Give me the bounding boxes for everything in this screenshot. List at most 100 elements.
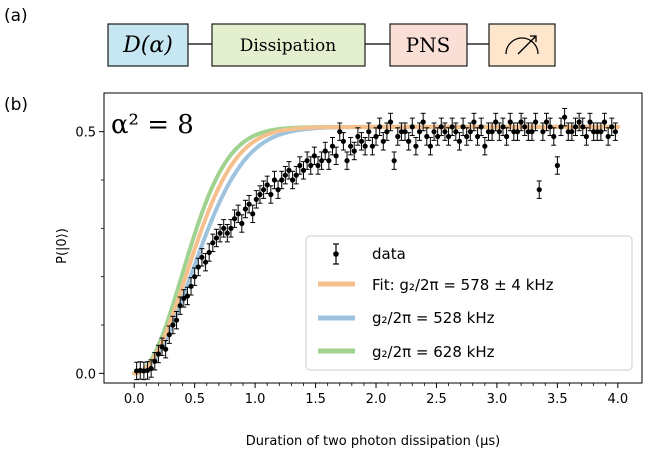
data-point [264,182,270,188]
data-point [188,283,194,289]
data-point [239,220,245,227]
data-point [257,191,263,198]
data-point [424,133,430,140]
pns-label: PNS [406,33,451,57]
data-point [503,133,510,140]
data-point [373,133,379,140]
data-point [511,129,517,135]
data-point [326,158,332,164]
legend-628-label: g₂/2π = 628 kHz [372,343,495,361]
x-tick-label: 0.0 [124,392,145,407]
data-point [384,129,390,135]
data-point [449,124,455,130]
data-point [598,129,604,135]
data-point [224,230,230,236]
measure-icon [505,35,539,55]
data-point [322,148,328,154]
measurement-box [488,23,556,67]
data-point [184,293,191,299]
x-tick-label: 4.0 [607,392,628,407]
x-tick-label: 3.5 [547,392,568,407]
data-point [210,240,216,246]
data-point [344,158,350,164]
x-tick-label: 1.0 [245,392,266,407]
pns-box [389,23,468,67]
data-point [351,148,357,154]
legend: data Fit: g₂/2π = 578 ± 4 kHz g₂/2π = 52… [305,235,633,371]
y-axis-label: P(|0⟩) [55,228,70,264]
data-point [525,129,531,135]
data-point [297,162,303,169]
legend-data-marker [333,243,339,265]
data-point [565,129,571,135]
displacement-box [107,23,189,67]
data-point [337,129,343,135]
data-point [442,129,448,135]
data-point [514,129,521,135]
x-tick-label: 1.5 [305,392,326,407]
data-point [453,129,459,135]
data-point [609,124,615,130]
data-point [246,201,252,207]
data-point [551,133,557,140]
data-point [467,129,473,135]
data-point [587,119,593,125]
curve-578 [132,124,620,376]
data-point [348,143,354,149]
data-point [496,129,502,135]
data-point [380,138,386,144]
data-point [478,124,484,130]
data-point [522,124,528,130]
data-point [358,138,365,144]
displacement-label: D(α) [122,33,173,58]
dissipation-box [211,23,366,67]
data-point [387,119,394,125]
data-point [199,254,205,260]
data-point [416,129,423,135]
data-point [195,264,201,270]
data-point [293,172,299,178]
data-point [474,133,481,140]
data-point [413,143,419,149]
legend-fit-label: Fit: g₂/2π = 578 ± 4 kHz [372,276,554,294]
data-point [507,119,513,125]
data-point [333,153,339,159]
plot-area: 0.0 0.5 1.0 1.5 2.0 2.5 3.0 3.5 4.0 0.0 0.5 [75,92,643,407]
panel-b-label: (b) [4,95,28,115]
data-point [315,162,321,169]
data-point [282,172,288,178]
data-point [409,124,415,130]
data-point [163,346,169,352]
data-point [300,167,307,173]
data-point [489,129,495,135]
data-point [547,124,553,130]
data-point [311,153,317,159]
data-point [355,133,361,140]
dissipation-label: Dissipation [240,36,336,56]
x-tick-label: 2.5 [426,392,447,407]
data-point [286,167,292,173]
data-point [228,225,234,231]
data-point [438,124,444,130]
data-point [206,249,212,256]
data-point [170,322,176,328]
data-point [369,143,375,149]
alpha-annotation: α² = 8 [111,110,194,140]
data-point [612,129,619,135]
data-point [485,129,492,135]
data-point [493,119,499,125]
data-point [362,143,368,149]
data-point [304,158,310,164]
x-tick-label: 0.5 [184,392,205,407]
data-point [576,119,582,125]
data-point [540,129,546,135]
data-point [192,274,198,280]
data-point [221,225,227,231]
data-point [213,235,220,241]
legend-528-label: g₂/2π = 528 kHz [372,309,495,327]
data-point [569,129,575,135]
data-point [533,119,539,125]
data-point [398,129,405,135]
data-point [260,187,267,193]
data-point [271,177,278,183]
